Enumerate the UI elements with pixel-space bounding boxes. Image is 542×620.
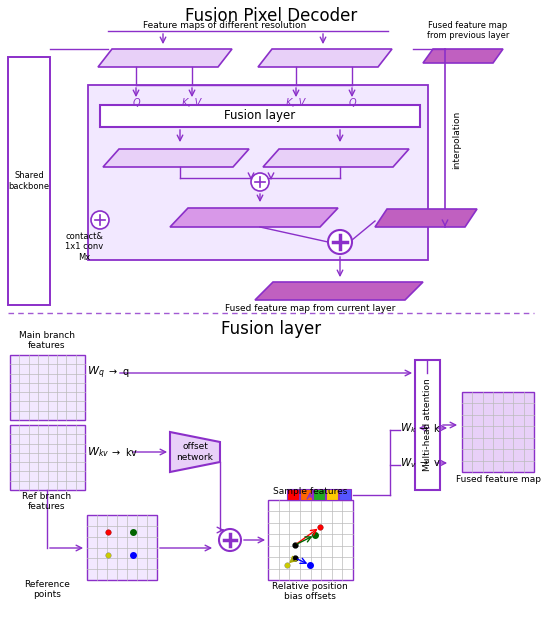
Circle shape [328,230,352,254]
Text: offset
network: offset network [177,442,214,462]
Text: Fusion layer: Fusion layer [221,320,321,338]
Text: $\rightarrow$ kv: $\rightarrow$ kv [110,446,138,458]
Bar [88,85,428,260]
Text: $\rightarrow$ v: $\rightarrow$ v [418,458,441,468]
Circle shape [219,529,241,551]
Bar [462,392,534,472]
Text: Main branch
features: Main branch features [19,330,75,350]
Text: $W_q$: $W_q$ [87,365,105,381]
Text: $W_v$: $W_v$ [400,456,417,470]
Bar [8,57,50,305]
Text: Fused feature map: Fused feature map [455,475,540,484]
Polygon shape [103,149,249,167]
Circle shape [251,173,269,191]
Text: Fusion Pixel Decoder: Fusion Pixel Decoder [185,7,357,25]
Bar [313,489,325,500]
Text: Fused feature map from current layer: Fused feature map from current layer [225,304,395,313]
Bar [10,425,85,490]
Text: contact&
1x1 conv
Mx: contact& 1x1 conv Mx [65,232,103,262]
Text: Q: Q [348,98,356,108]
Polygon shape [375,209,477,227]
Text: Fusion layer: Fusion layer [224,110,295,123]
Circle shape [91,211,109,229]
Text: $\rightarrow$ k: $\rightarrow$ k [418,422,441,434]
Bar [10,355,85,420]
Text: Ref branch
features: Ref branch features [22,492,72,512]
Bar [339,489,351,500]
Bar [87,515,157,580]
Polygon shape [263,149,409,167]
Polygon shape [170,432,220,472]
Bar [300,489,312,500]
Bar [268,500,353,580]
Bar [287,489,299,500]
Polygon shape [98,49,232,67]
Text: Q: Q [132,98,140,108]
Text: Sample features: Sample features [273,487,347,496]
Text: Feature maps of different resolution: Feature maps of different resolution [144,21,307,30]
Polygon shape [170,208,338,227]
Text: K, V: K, V [286,98,306,108]
Polygon shape [258,49,392,67]
Bar [415,360,440,490]
Text: $\rightarrow$ q: $\rightarrow$ q [107,367,130,379]
Text: Multi-head attention: Multi-head attention [423,379,431,471]
Text: interpolation: interpolation [452,111,461,169]
Bar [100,105,420,127]
Polygon shape [423,49,503,63]
Bar [326,489,338,500]
Text: $W_{kv}$: $W_{kv}$ [87,445,109,459]
Text: Fused feature map
from previous layer: Fused feature map from previous layer [427,21,509,40]
Text: Relative position
bias offsets: Relative position bias offsets [272,582,348,601]
Text: K, V: K, V [182,98,202,108]
Text: $W_k$: $W_k$ [400,421,417,435]
Text: Reference
points: Reference points [24,580,70,600]
Text: Shared
backbone: Shared backbone [9,171,49,191]
Polygon shape [255,282,423,300]
